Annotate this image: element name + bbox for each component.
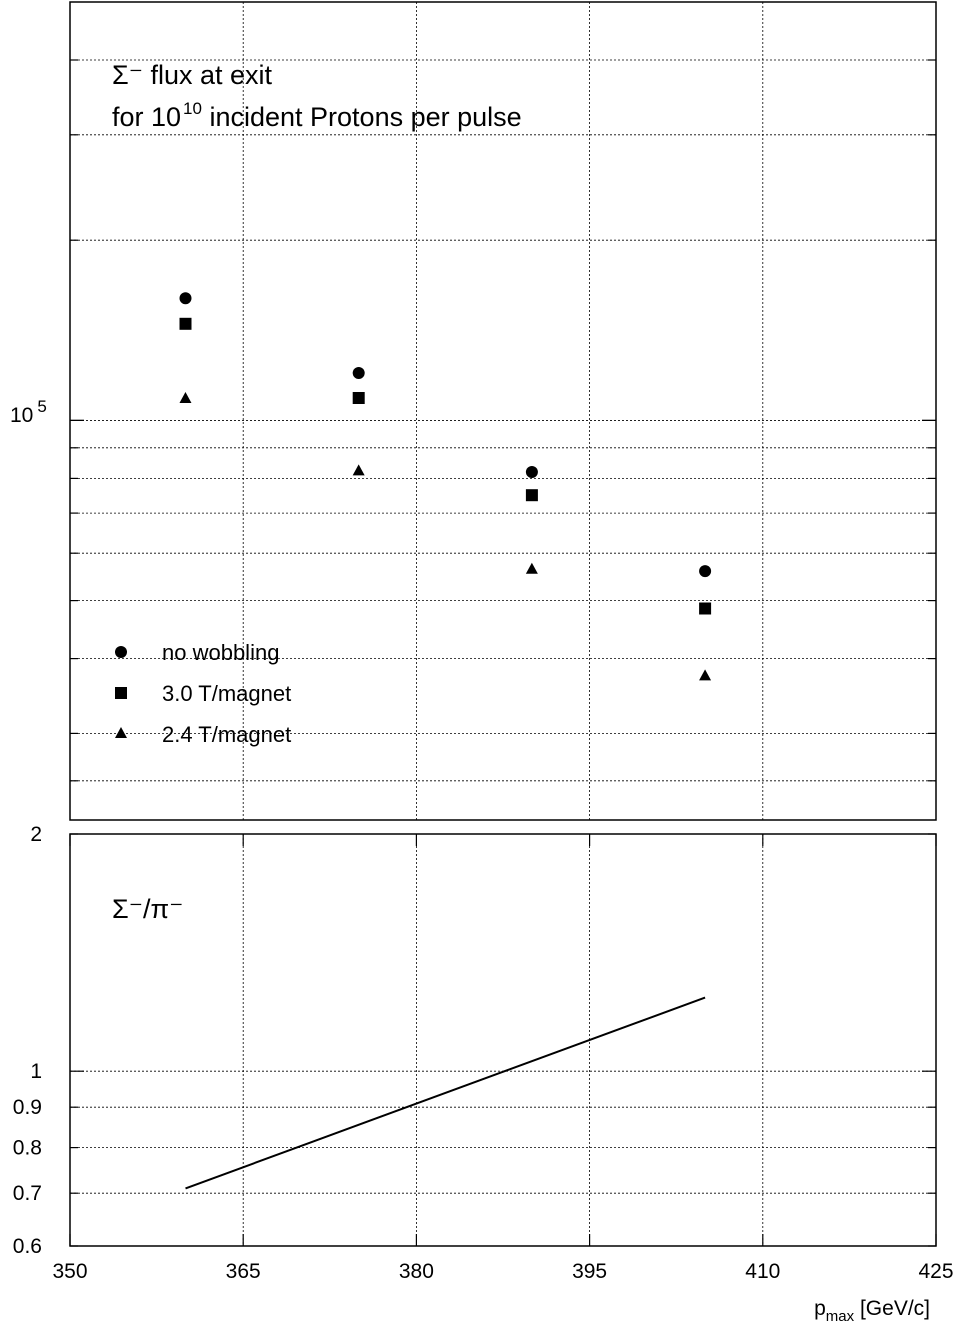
- bottom-ytick-label: 0.8: [13, 1137, 42, 1160]
- subtitle-prefix: for 10: [112, 102, 181, 132]
- legend-marker-circle: [115, 646, 127, 658]
- bottom-panel-ticks: [69, 833, 937, 1247]
- bottom-panel-line: [185, 996, 706, 1190]
- top-panel-frame: [69, 1, 937, 821]
- top-chart-title: Σ⁻ flux at exit: [112, 60, 272, 90]
- marker-square-3-0t: [179, 317, 192, 330]
- top-panel-grid: [70, 2, 936, 820]
- marker-triangle-2-4t: [699, 669, 712, 681]
- marker-circle-no-wobbling: [525, 466, 538, 478]
- bottom-ytick-label: 0.7: [13, 1182, 42, 1205]
- top-ytick-exponent: 5: [37, 397, 46, 416]
- legend-marker-triangle: [115, 727, 127, 738]
- bottom-xtick-label: 365: [226, 1260, 261, 1283]
- bottom-ytick-label: 0.9: [13, 1096, 42, 1119]
- bottom-xtick-label: 350: [52, 1260, 87, 1283]
- bottom-ytick-labels: 0.6 0.7 0.8 0.9 1 2: [13, 823, 42, 1258]
- bottom-xtick-label: 425: [918, 1260, 953, 1283]
- marker-triangle-2-4t: [352, 464, 365, 476]
- bottom-panel-grid: [70, 834, 936, 1246]
- top-chart-subtitle: for 10 10 incident Protons per pulse: [112, 99, 522, 132]
- marker-circle-no-wobbling: [699, 565, 712, 578]
- legend-label-3-0t: 3.0 T/magnet: [162, 681, 291, 706]
- marker-triangle-2-4t: [525, 562, 538, 574]
- marker-circle-no-wobbling: [352, 367, 365, 379]
- bottom-xtick-label: 395: [572, 1260, 607, 1283]
- bottom-xtick-label: 380: [399, 1260, 434, 1283]
- x-axis-label-base: p: [814, 1297, 826, 1320]
- bottom-panel-frame: [69, 833, 937, 1247]
- ratio-line: [185, 996, 706, 1190]
- subtitle-exponent: 10: [183, 99, 202, 118]
- marker-square-3-0t: [525, 489, 538, 502]
- x-axis-label-unit: [GeV/c]: [854, 1297, 930, 1320]
- x-axis-label-subscript: max: [826, 1308, 855, 1325]
- marker-circle-no-wobbling: [179, 292, 192, 305]
- marker-square-3-0t: [352, 392, 365, 404]
- x-axis-label: pmax [GeV/c]: [814, 1297, 930, 1325]
- legend-marker-square: [115, 687, 127, 699]
- bottom-ytick-label: 0.6: [13, 1235, 42, 1258]
- top-panel-ticks: [70, 59, 936, 782]
- top-panel-markers: [179, 292, 712, 681]
- legend: no wobbling 3.0 T/magnet 2.4 T/magnet: [115, 640, 291, 747]
- legend-label-no-wobbling: no wobbling: [162, 640, 279, 665]
- bottom-ytick-label: 1: [30, 1060, 42, 1083]
- bottom-ytick-label: 2: [30, 823, 42, 846]
- legend-label-2-4t: 2.4 T/magnet: [162, 722, 291, 747]
- subtitle-suffix: incident Protons per pulse: [202, 102, 522, 132]
- ratio-annotation: Σ⁻/π⁻: [112, 894, 183, 924]
- marker-triangle-2-4t: [179, 392, 192, 403]
- top-ytick-base: 10: [10, 404, 33, 427]
- top-ytick-label-1e5: 10 5: [10, 397, 47, 427]
- bottom-xtick-labels: 350 365 380 395 410 425: [52, 1260, 953, 1283]
- marker-square-3-0t: [699, 602, 712, 615]
- bottom-xtick-label: 410: [745, 1260, 780, 1283]
